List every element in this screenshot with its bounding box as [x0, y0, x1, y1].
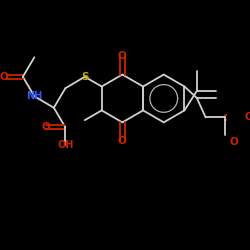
- Text: S: S: [81, 72, 88, 82]
- Text: O: O: [118, 51, 127, 61]
- Text: O: O: [245, 112, 250, 122]
- Text: O: O: [118, 136, 127, 146]
- Text: OH: OH: [57, 140, 74, 150]
- Text: O: O: [0, 72, 8, 82]
- Text: NH: NH: [26, 91, 42, 101]
- Text: O: O: [42, 122, 50, 132]
- Text: O: O: [230, 137, 238, 147]
